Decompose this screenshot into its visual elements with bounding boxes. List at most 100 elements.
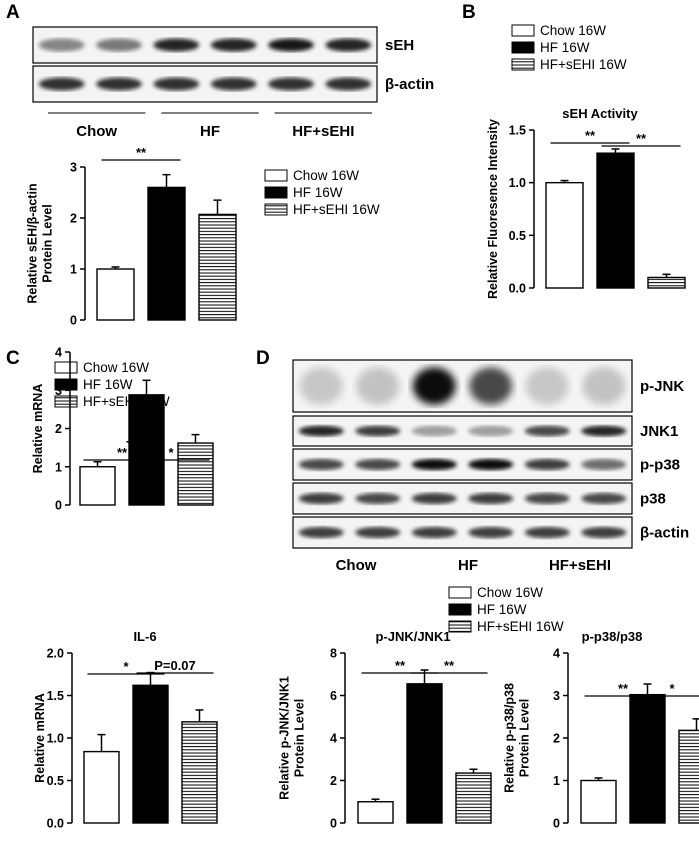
blot-d-pjnk — [292, 359, 633, 413]
chart-b-y-title: Relative Fluoresence Intensity — [486, 119, 500, 299]
legend-label: Chow 16W — [293, 168, 359, 183]
blot-a-group-label: HF — [200, 123, 220, 140]
blot-d-group-label: HF — [458, 557, 478, 574]
legend-label: HF+sEHI 16W — [477, 619, 564, 634]
chart-d2: 0 1 2 3 4 Relative p-p38/p38 Protein Level p-p3… — [503, 629, 699, 831]
bar — [406, 683, 443, 824]
significance-label: * — [669, 681, 675, 696]
blot-a-seh-frame — [32, 26, 378, 64]
legend-swatch — [448, 586, 472, 599]
blot-band — [153, 77, 200, 91]
legend-swatch — [54, 395, 78, 408]
blot-band — [581, 492, 627, 505]
significance-label: * — [123, 659, 129, 674]
blot-band — [325, 38, 372, 52]
significance-label: ** — [136, 145, 147, 160]
blot-band — [268, 38, 314, 52]
chart-c2-y-title: Relative mRNA — [33, 693, 47, 783]
chart-c1-y-tick-label: 0 — [55, 499, 62, 513]
panel-letter-c: C — [6, 348, 20, 369]
legend-label: HF 16W — [477, 602, 527, 617]
blot-band — [412, 367, 456, 405]
chart-d1-y-tick-label: 0 — [330, 817, 337, 831]
bar — [83, 750, 120, 824]
chart-d2-y-tick-label: 4 — [553, 647, 560, 661]
legend-swatch — [511, 24, 535, 37]
chart-a: 0 1 2 3 Relative sEH/β-actin Protein Level ** — [26, 145, 237, 328]
legend-swatch — [264, 203, 288, 216]
blot-band — [524, 458, 570, 471]
bar — [596, 152, 635, 289]
blot-band — [581, 526, 627, 539]
significance-label: * — [168, 445, 174, 460]
bar — [198, 213, 237, 321]
blot-band — [96, 38, 142, 52]
chart-d2-y-tick-label: 1 — [553, 774, 560, 788]
blot-band — [355, 526, 401, 539]
blot-a-group-label: HF+sEHI — [292, 123, 354, 140]
chart-c2-y-tick-label: 2.0 — [47, 647, 64, 661]
blot-band — [298, 425, 344, 437]
legend-swatch — [448, 603, 472, 616]
bar — [128, 394, 165, 506]
chart-d1-y-tick-label: 4 — [330, 732, 337, 746]
bar — [177, 442, 214, 506]
legend-a: Chow 16W HF 16W HF+sEHI 16W — [264, 168, 380, 217]
bar — [357, 801, 394, 824]
significance-label: ** — [585, 128, 596, 143]
chart-b-y-tick-label: 0.5 — [509, 229, 526, 243]
blot-band — [524, 425, 570, 437]
chart-b-title: sEH Activity — [562, 106, 638, 121]
chart-d2-y-tick-label: 2 — [553, 732, 560, 746]
chart-d2-y-tick-label: 0 — [553, 817, 560, 831]
chart-c1-y-title: Relative mRNA — [31, 384, 45, 474]
legend-label: HF 16W — [293, 185, 343, 200]
blot-d-p38 — [292, 482, 633, 515]
chart-c2-title: IL-6 — [133, 629, 156, 644]
legend-swatch — [264, 169, 288, 182]
chart-c2-y-tick-label: 0.0 — [47, 817, 64, 831]
blot-d-actin-frame — [292, 516, 633, 549]
legend-label: HF 16W — [83, 377, 133, 392]
legend-label: Chow 16W — [540, 23, 606, 38]
blot-band — [210, 77, 257, 91]
blot-band — [355, 492, 401, 505]
chart-c1-y-tick-label: 4 — [55, 346, 62, 360]
chart-c1-y-tick-label: 1 — [55, 460, 62, 474]
chart-b-y-tick-label: 0.0 — [509, 282, 526, 296]
blot-band — [581, 458, 627, 471]
legend-b: Chow 16W HF 16W HF+sEHI 16W — [511, 23, 627, 72]
bar — [545, 181, 584, 289]
blot-d-pjnk-label: p-JNK — [640, 378, 684, 395]
chart-b-y-tick-label: 1.0 — [509, 176, 526, 190]
chart-c1-y-tick-label: 2 — [55, 422, 62, 436]
blot-band — [355, 458, 401, 471]
bar — [181, 721, 218, 824]
blot-band — [582, 367, 626, 405]
blot-d-jnk1 — [292, 415, 633, 447]
chart-c2-y-tick-label: 0.5 — [47, 774, 64, 788]
chart-d2-y-title: Relative p-p38/p38 — [503, 683, 517, 793]
bar — [132, 684, 169, 824]
blot-band — [525, 367, 569, 405]
chart-a-y-title: Relative sEH/β-actin — [26, 183, 40, 303]
significance-label: ** — [444, 658, 455, 673]
legend-label: Chow 16W — [83, 360, 149, 375]
panel-letter-a: A — [6, 2, 20, 23]
blot-a-group-label: Chow — [76, 123, 117, 140]
legend-swatch — [511, 41, 535, 54]
bar — [455, 772, 492, 824]
blot-d-p38-label: p38 — [640, 491, 666, 508]
chart-c2: 0.0 0.5 1.0 1.5 2.0 Relative mRNA IL-6 * P=0.07 — [33, 629, 218, 831]
legend-swatch — [448, 620, 472, 633]
bar — [96, 268, 135, 321]
chart-a-y-tick-label: 0 — [70, 314, 77, 328]
blot-d-pjnk-frame — [292, 359, 633, 413]
legend-label: HF+sEHI 16W — [293, 202, 380, 217]
blot-band — [469, 367, 513, 405]
chart-d1: 0 2 4 6 8 Relative p-JNK/JNK1 Protein Level p-J… — [278, 629, 492, 831]
blot-d-actin-label: β-actin — [640, 525, 689, 542]
blot-d-pp38 — [292, 448, 633, 481]
blot-d-actin — [292, 516, 633, 549]
blot-d-jnk1-label: JNK1 — [640, 423, 678, 440]
